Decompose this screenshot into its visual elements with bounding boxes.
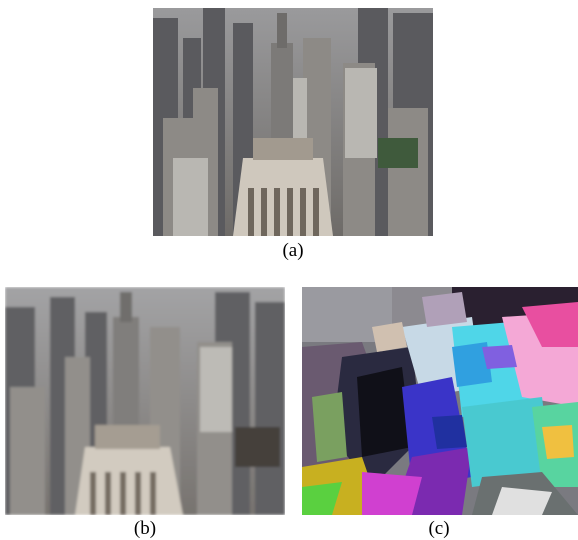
panel-c-image — [302, 287, 578, 515]
caption-b: (b) — [133, 518, 157, 539]
panel-b-image — [5, 287, 285, 515]
panel-a-image — [153, 8, 433, 236]
caption-c: (c) — [428, 518, 450, 539]
caption-a: (a) — [282, 240, 304, 261]
